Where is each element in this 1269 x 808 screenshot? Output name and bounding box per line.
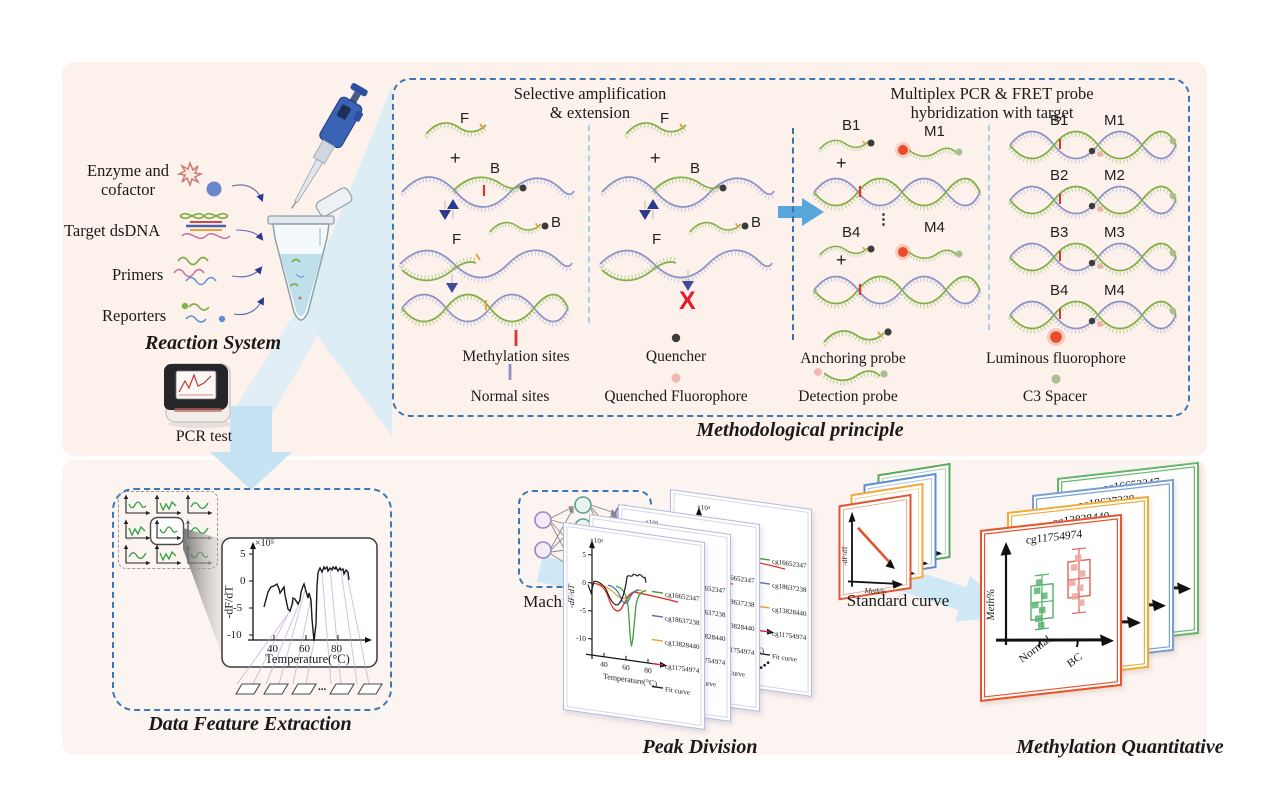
- f-label: F: [652, 231, 662, 248]
- dfe-ytick: 0: [240, 575, 246, 587]
- principle-arrow: [778, 198, 824, 226]
- dfe-xtick: 40: [267, 643, 278, 655]
- tube-icon: [267, 187, 353, 321]
- col4-hybridized: [1010, 132, 1176, 332]
- cofactor-icon: [206, 181, 222, 197]
- quenched-fluorophore-icon: [671, 373, 681, 383]
- primers-label: Primers: [112, 265, 164, 284]
- fan-lines: [236, 567, 370, 685]
- m4-label: M4: [1104, 282, 1125, 299]
- luminous-fluorophore-icon: [1050, 331, 1062, 343]
- m3-label: M3: [1104, 224, 1125, 241]
- pd-card-1: [563, 522, 705, 730]
- dfe-grid-dots: ...: [126, 533, 132, 542]
- b-label: B: [551, 214, 562, 231]
- pcr-test-label: PCR test: [175, 428, 233, 445]
- tube-to-pcr-beam: [234, 308, 322, 418]
- legend-c3: C3 Spacer: [1022, 388, 1088, 405]
- dfe-xlabel: Temperature(°C): [265, 652, 350, 666]
- col3-multiplex-probes: [814, 140, 980, 307]
- dfe-xtick: 80: [331, 643, 342, 655]
- separator-1: [588, 125, 590, 323]
- m2-label: M2: [1104, 167, 1125, 184]
- col1-selective-meth: [400, 123, 574, 325]
- m4-label: M4: [924, 219, 945, 236]
- plus: +: [650, 148, 661, 168]
- legend-luminous: Luminous fluorophore: [986, 350, 1126, 367]
- b4-label: B4: [842, 224, 861, 241]
- principle-box: [392, 78, 1190, 417]
- sc-label: Standard curve: [846, 591, 950, 610]
- b-label: B: [690, 160, 701, 177]
- legend-quenched: Quenched Fluorophore: [604, 388, 748, 405]
- dsdna-icon: [179, 212, 231, 239]
- b-label: B: [751, 214, 762, 231]
- quencher-icon: [671, 333, 681, 343]
- dfe-ylabel: -dF/dT: [221, 585, 236, 619]
- m1-label: M1: [1104, 112, 1125, 129]
- reporters-icon: [181, 302, 226, 323]
- principle-title: Methodological principle: [696, 419, 904, 441]
- b3-label: B3: [1050, 224, 1069, 241]
- tube-to-principle-beam: [300, 86, 392, 436]
- reaction-system-title: Reaction System: [144, 332, 282, 354]
- b-label: B: [490, 160, 501, 177]
- b1-label: B1: [842, 117, 861, 134]
- blocked-x: X: [679, 287, 696, 315]
- ellipsis-vertical: ⋮: [876, 211, 891, 228]
- dfe-ytick: -5: [233, 602, 243, 614]
- b4-label: B4: [1050, 282, 1069, 299]
- legend-quencher: Quencher: [645, 348, 707, 365]
- mq-title: Methylation Quantitative: [1016, 736, 1224, 758]
- col2-selective-normal: [600, 123, 774, 291]
- legend-anchoring: Anchoring probe: [800, 350, 906, 367]
- legend-icons: [508, 328, 1065, 384]
- f-label: F: [660, 110, 670, 127]
- reagent-connectors: [231, 184, 265, 316]
- detection-probe-icon: [814, 368, 822, 376]
- dfe-ytick: 5: [240, 548, 246, 560]
- dfe-ytick: -10: [227, 629, 242, 641]
- dfe-plate-dots: ...: [318, 681, 327, 693]
- thumbnail-box: [118, 491, 218, 569]
- melt-curve: [263, 565, 350, 642]
- enzyme-label: Enzyme and cofactor: [86, 161, 169, 200]
- principle-header-left: Selective amplification & extension: [513, 84, 667, 123]
- down-arrow: [210, 406, 292, 490]
- enzyme-icon: [176, 160, 204, 188]
- plus: +: [836, 153, 847, 173]
- principle-header-right: Multiplex PCR & FRET probe hybridization…: [890, 84, 1094, 123]
- pd-title: Peak Division: [642, 736, 758, 758]
- dfe-exp: ×10⁵: [255, 538, 275, 549]
- svg-text:cg11754974: cg11754974: [1026, 528, 1083, 546]
- dfe-title: Data Feature Extraction: [148, 713, 352, 735]
- dfe-xtick: 60: [299, 643, 310, 655]
- primers-icon: [173, 256, 217, 286]
- f-label: F: [460, 110, 470, 127]
- f-label: F: [452, 231, 462, 248]
- b1-label: B1: [1050, 112, 1069, 129]
- dfe-plot: [221, 537, 383, 695]
- pcr-machine-icon: [164, 363, 232, 428]
- plus: +: [836, 250, 847, 270]
- legend-detection: Detection probe: [798, 388, 898, 405]
- legend-methylation: Methylation sites: [462, 348, 570, 365]
- reporters-label: Reporters: [102, 306, 167, 325]
- separator-2: [988, 125, 990, 330]
- dsdna-label: Target dsDNA: [64, 221, 161, 240]
- c3-spacer-icon: [1051, 374, 1061, 384]
- plus: +: [450, 148, 461, 168]
- b2-label: B2: [1050, 167, 1069, 184]
- mq-card-1: cg11754974: [980, 513, 1122, 702]
- dfe-box: [112, 488, 392, 711]
- legend-normal: Normal sites: [470, 388, 550, 405]
- pipette-icon: [291, 83, 368, 209]
- sc-frame-1: [838, 493, 912, 606]
- separator-mid: [792, 128, 794, 340]
- m1-label: M1: [924, 123, 945, 140]
